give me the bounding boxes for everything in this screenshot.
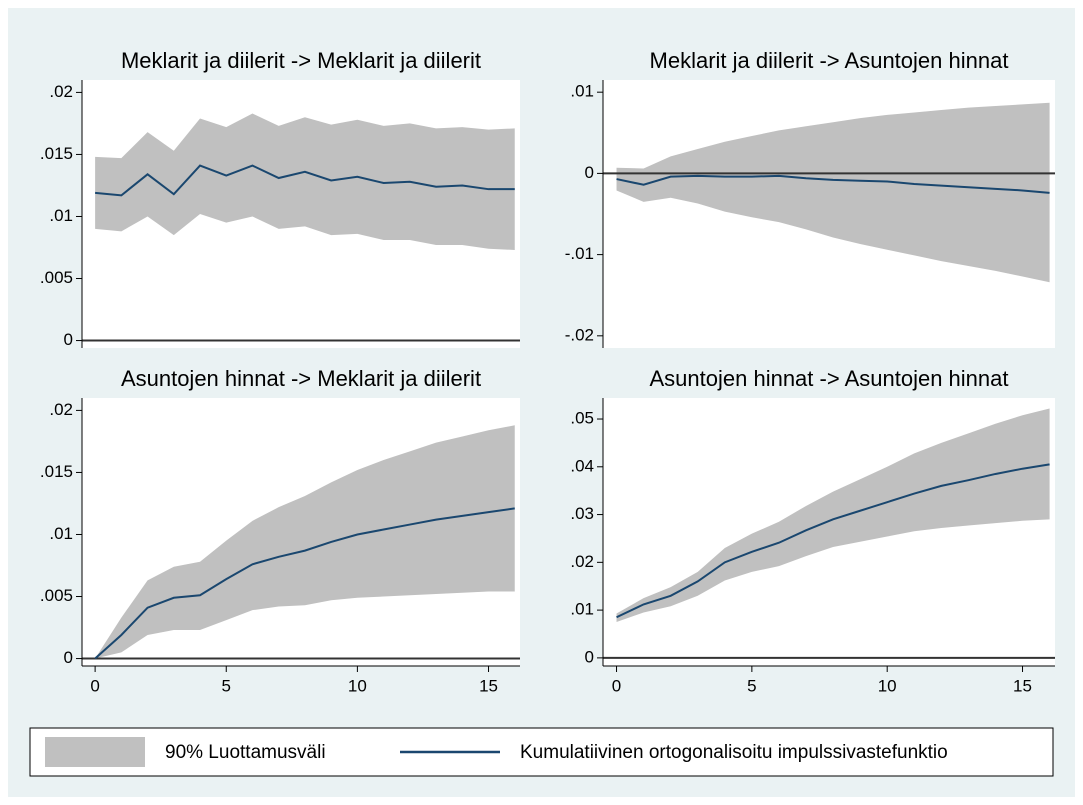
x-tick-label: 5 xyxy=(222,676,231,695)
panel-title: Asuntojen hinnat -> Asuntojen hinnat xyxy=(650,366,1009,391)
x-tick-label: 0 xyxy=(90,676,99,695)
confidence-band xyxy=(95,425,515,659)
y-tick-label: .005 xyxy=(40,586,73,605)
y-tick-label: .02 xyxy=(49,82,73,101)
confidence-band xyxy=(616,408,1050,623)
y-tick-label: 0 xyxy=(585,163,594,182)
panel-title: Meklarit ja diilerit -> Meklarit ja diil… xyxy=(121,48,481,73)
y-tick-label: .05 xyxy=(570,409,594,428)
irf-line xyxy=(94,507,515,660)
y-tick-label: .01 xyxy=(49,206,73,225)
x-tick-label: 10 xyxy=(878,676,897,695)
y-tick-label: .015 xyxy=(40,462,73,481)
x-tick-label: 10 xyxy=(348,676,367,695)
y-tick-label: .01 xyxy=(49,524,73,543)
panel-title: Meklarit ja diilerit -> Asuntojen hinnat xyxy=(650,48,1009,73)
y-tick-label: .02 xyxy=(570,552,594,571)
irf-line xyxy=(95,164,515,197)
legend-label: Kumulatiivinen ortogonalisoitu impulssiv… xyxy=(520,742,948,763)
confidence-band xyxy=(616,102,1050,283)
x-tick-label: 15 xyxy=(479,676,498,695)
y-tick-label: 0 xyxy=(585,647,594,666)
y-tick-label: .005 xyxy=(40,268,73,287)
legend-swatch xyxy=(45,737,145,767)
y-tick-label: 0 xyxy=(64,330,73,349)
legend-box xyxy=(29,727,1054,777)
legend-label: 90% Luottamusväli xyxy=(165,742,326,763)
y-tick-label: .01 xyxy=(570,600,594,619)
x-tick-label: 5 xyxy=(747,676,756,695)
y-tick-label: .03 xyxy=(570,504,594,523)
irf-line xyxy=(616,174,1050,194)
y-tick-label: 0 xyxy=(64,648,73,667)
y-tick-label: .02 xyxy=(49,400,73,419)
x-tick-label: 0 xyxy=(612,676,621,695)
y-tick-label: -.01 xyxy=(565,244,594,263)
x-tick-label: 15 xyxy=(1013,676,1032,695)
y-tick-label: .04 xyxy=(570,456,594,475)
y-tick-label: .01 xyxy=(570,82,594,101)
y-tick-label: -.02 xyxy=(565,325,594,344)
confidence-band xyxy=(95,113,515,250)
panel-title: Asuntojen hinnat -> Meklarit ja diilerit xyxy=(121,366,481,391)
y-tick-label: .015 xyxy=(40,144,73,163)
irf-line xyxy=(616,463,1050,619)
